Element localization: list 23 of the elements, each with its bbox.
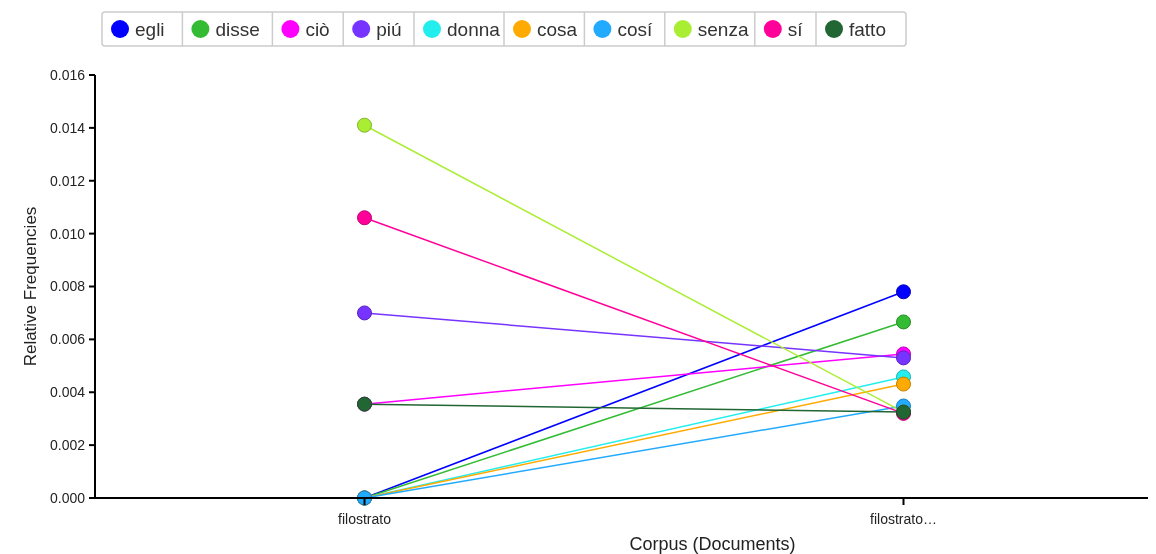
- x-axis-title: Corpus (Documents): [629, 534, 796, 554]
- y-tick-label: 0.010: [49, 225, 86, 242]
- y-tick-label: 0.004: [49, 384, 86, 401]
- legend-label: sí: [787, 18, 804, 40]
- y-tick-label: 0.000: [49, 489, 86, 506]
- x-tick-label: filostrato…: [870, 511, 937, 527]
- legend-label: ciò: [305, 18, 330, 40]
- legend-label: disse: [215, 18, 260, 40]
- legend-label: cosí: [617, 18, 653, 40]
- legend-label: donna: [447, 18, 501, 40]
- x-tick-label: filostrato: [338, 511, 392, 527]
- legend-label: senza: [697, 18, 749, 40]
- y-tick-label: 0.016: [49, 66, 86, 83]
- y-tick-label: 0.012: [49, 172, 86, 189]
- y-tick-label: 0.008: [49, 278, 86, 295]
- legend-label: egli: [135, 18, 165, 40]
- legend-label: piú: [376, 18, 402, 40]
- legend-label: fatto: [849, 18, 886, 40]
- y-tick-label: 0.006: [49, 331, 86, 348]
- y-tick-label: 0.002: [49, 437, 86, 454]
- legend-label: cosa: [537, 18, 578, 40]
- y-tick-label: 0.014: [49, 119, 86, 136]
- y-axis-title: Relative Frequencies: [21, 206, 40, 367]
